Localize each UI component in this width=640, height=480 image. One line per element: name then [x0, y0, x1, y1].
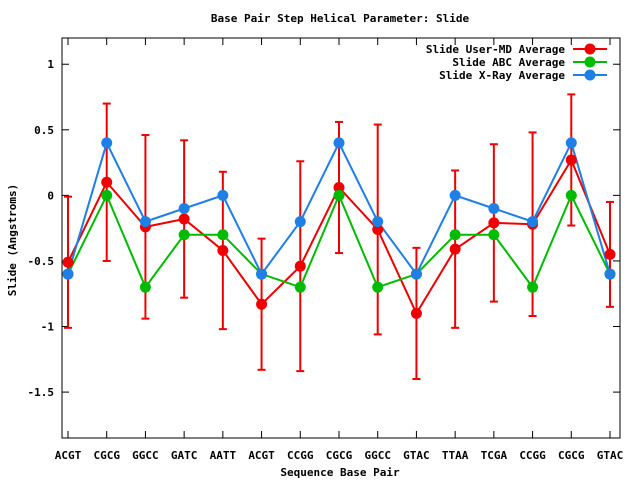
data-point-series-3	[410, 268, 422, 280]
data-point-series-2	[527, 281, 539, 293]
legend-label: Slide ABC Average	[452, 56, 565, 69]
data-point-series-1	[488, 217, 500, 229]
y-tick-label: 0	[47, 189, 54, 202]
x-tick-label: AATT	[210, 449, 237, 462]
x-tick-label: GTAC	[403, 449, 430, 462]
data-point-series-1	[62, 256, 74, 268]
y-tick-label: -1	[41, 321, 55, 334]
x-tick-label: GGCC	[132, 449, 159, 462]
y-axis: 1 0.5 0 -0.5 -1 -1.5	[28, 58, 620, 399]
y-axis-label: Slide (Angstroms)	[6, 184, 19, 297]
legend-marker	[584, 56, 596, 68]
x-tick-label: TCGA	[481, 449, 508, 462]
data-point-series-2	[101, 189, 113, 201]
x-tick-label: GATC	[171, 449, 198, 462]
data-point-series-1	[410, 307, 422, 319]
plot-area	[61, 37, 621, 439]
error-bars	[64, 93, 614, 380]
x-tick-label: CCGG	[287, 449, 314, 462]
y-tick-label: -0.5	[28, 255, 55, 268]
x-tick-label: CGCG	[558, 449, 585, 462]
data-point-series-3	[372, 216, 384, 228]
data-point-series-1	[256, 298, 268, 310]
x-tick-label: CCGG	[519, 449, 546, 462]
data-point-series-3	[101, 137, 113, 149]
data-point-series-1	[294, 260, 306, 272]
x-tick-label: GGCC	[364, 449, 391, 462]
data-point-series-2	[565, 189, 577, 201]
data-point-series-3	[294, 216, 306, 228]
data-point-series-2	[372, 281, 384, 293]
y-tick-label: 1	[47, 58, 54, 71]
data-point-series-1	[372, 223, 384, 235]
y-tick-label: 0.5	[34, 124, 54, 137]
data-point-series-3	[139, 216, 151, 228]
x-tick-label: CGCG	[93, 449, 120, 462]
data-point-series-3	[256, 268, 268, 280]
data-point-series-1	[604, 248, 616, 260]
data-point-series-2	[294, 281, 306, 293]
data-point-series-2	[139, 281, 151, 293]
legend-marker	[584, 69, 596, 81]
data-point-series-3	[527, 216, 539, 228]
data-point-series-2	[217, 229, 229, 241]
x-tick-label: GTAC	[597, 449, 624, 462]
data-point-series-1	[565, 154, 577, 166]
data-point-series-3	[565, 137, 577, 149]
legend-label: Slide X-Ray Average	[439, 69, 565, 82]
x-tick-label: ACGT	[248, 449, 275, 462]
data-point-series-3	[333, 137, 345, 149]
data-point-series-1	[101, 176, 113, 188]
x-tick-label: ACGT	[55, 449, 82, 462]
data-point-series-1	[449, 243, 461, 255]
x-axis: ACGT CGCG GGCC GATC AATT ACGT CCGG CGCG GGCC GTAC…	[55, 38, 624, 462]
data-point-series-2	[178, 229, 190, 241]
data-point-series-1	[217, 244, 229, 256]
x-tick-label: TTAA	[442, 449, 469, 462]
data-point-series-2	[488, 229, 500, 241]
data-point-series-1	[178, 213, 190, 225]
data-point-series-3	[217, 189, 229, 201]
data-point-series-3	[488, 202, 500, 214]
legend-label: Slide User-MD Average	[426, 43, 565, 56]
data-point-series-3	[178, 202, 190, 214]
data-point-series-1	[333, 182, 345, 194]
data-point-series-2	[449, 229, 461, 241]
legend-marker	[584, 43, 596, 55]
x-tick-label: CGCG	[326, 449, 353, 462]
data-point-series-3	[604, 268, 616, 280]
y-tick-label: -1.5	[28, 386, 55, 399]
data-points	[62, 137, 616, 319]
data-point-series-2	[333, 189, 345, 201]
data-point-series-3	[62, 268, 74, 280]
x-axis-label: Sequence Base Pair	[280, 466, 400, 479]
chart-title: Base Pair Step Helical Parameter: Slide	[211, 12, 470, 25]
data-point-series-3	[449, 189, 461, 201]
